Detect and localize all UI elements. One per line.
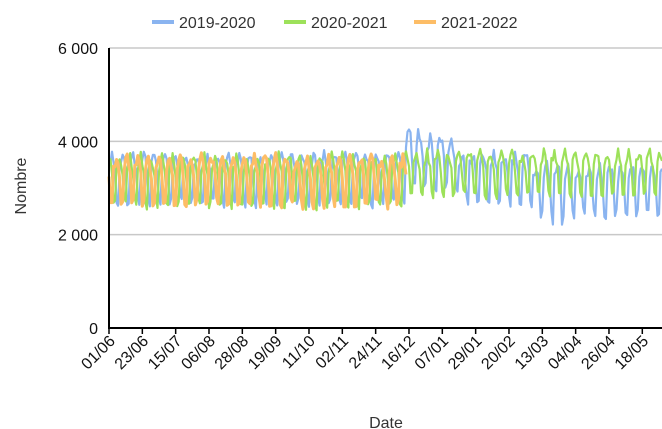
x-tick-label-19-09: 19/09 bbox=[245, 333, 285, 373]
y-axis-ticks: 0 2 000 4 000 6 000 bbox=[58, 41, 98, 338]
y-tick-label-2000: 2 000 bbox=[58, 228, 98, 245]
axes bbox=[108, 48, 662, 329]
x-tick-label-23-06: 23/06 bbox=[112, 333, 152, 373]
gridlines bbox=[109, 47, 662, 236]
x-axis-ticks: 01/0623/0615/0706/0828/0819/0911/1002/11… bbox=[78, 328, 652, 373]
x-tick-label-20-02: 20/02 bbox=[478, 333, 518, 373]
series-line-2020-2021 bbox=[108, 147, 662, 212]
x-tick-label-06-08: 06/08 bbox=[178, 333, 218, 373]
x-tick-label-15-07: 15/07 bbox=[145, 333, 185, 373]
x-tick-label-26-04: 26/04 bbox=[578, 333, 618, 373]
legend-label-2021-2022: 2021-2022 bbox=[441, 15, 518, 32]
x-tick-label-29-01: 29/01 bbox=[445, 333, 485, 373]
series-line-2021-2022 bbox=[107, 151, 408, 211]
x-axis-title: Date bbox=[369, 415, 403, 429]
x-tick-label-07-01: 07/01 bbox=[412, 333, 452, 373]
x-tick-label-16-12: 16/12 bbox=[378, 333, 418, 373]
legend-label-2020-2021: 2020-2021 bbox=[311, 15, 388, 32]
x-tick-label-28-08: 28/08 bbox=[212, 333, 252, 373]
x-tick-label-24-11: 24/11 bbox=[346, 333, 386, 373]
y-tick-label-0: 0 bbox=[89, 321, 98, 338]
y-tick-label-4000: 4 000 bbox=[58, 134, 98, 151]
x-tick-label-04-04: 04/04 bbox=[545, 333, 585, 373]
series-layer bbox=[107, 128, 662, 226]
x-tick-label-13-03: 13/03 bbox=[512, 333, 552, 373]
legend: 2019-2020 2020-2021 2021-2022 bbox=[152, 15, 518, 32]
x-tick-label-01-06: 01/06 bbox=[78, 333, 118, 373]
x-tick-label-11-10: 11/10 bbox=[279, 333, 319, 373]
legend-label-2019-2020: 2019-2020 bbox=[179, 15, 256, 32]
x-tick-label-18-05: 18/05 bbox=[612, 333, 652, 373]
x-tick-label-02-11: 02/11 bbox=[313, 333, 353, 373]
y-axis-title: Nombre bbox=[13, 157, 30, 214]
y-tick-label-6000: 6 000 bbox=[58, 41, 98, 58]
